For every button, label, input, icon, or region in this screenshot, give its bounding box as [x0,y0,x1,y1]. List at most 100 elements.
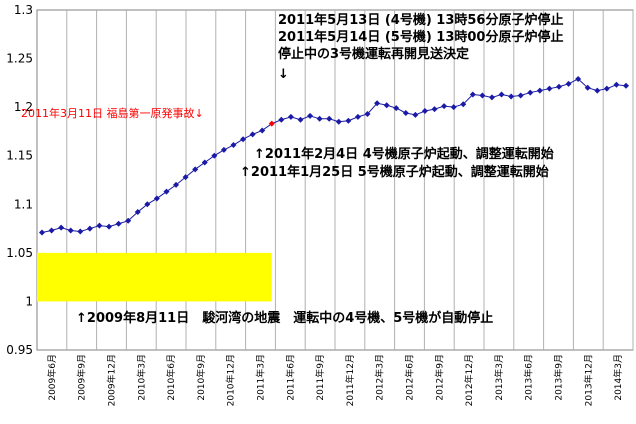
x-tick-label: 2012年9月 [433,354,445,401]
data-point [450,104,457,111]
x-tick-label: 2013年6月 [523,354,535,401]
x-tick-label: 2013年9月 [553,354,565,401]
data-point [469,91,476,98]
data-point [192,166,199,173]
x-tick-label: 2010年3月 [135,354,147,401]
data-point [125,217,132,224]
data-point [364,110,371,117]
data-point [613,81,620,88]
y-tick-label: 1.3 [14,3,33,17]
x-tick-label: 2013年12月 [582,354,594,406]
data-point [58,224,65,231]
x-tick-label: 2011年9月 [314,354,326,401]
x-tick-label: 2014年3月 [612,354,624,401]
data-point [220,146,227,153]
highlight-band [37,252,272,302]
annotation-accident: 2011年3月11日 福島第一原発事故↓ [21,106,204,120]
y-tick-label: 0.95 [6,343,33,357]
x-tick-label: 2011年3月 [255,354,267,401]
data-point [153,195,160,202]
data-point [259,127,266,134]
data-point [575,75,582,82]
data-point [335,118,342,125]
data-point [163,188,170,195]
data-point-highlight [268,120,275,127]
x-tick-label: 2010年9月 [195,354,207,401]
x-tick-label: 2009年9月 [76,354,88,401]
data-point [460,101,467,108]
data-point [144,201,151,208]
data-point [249,131,256,138]
data-point [354,113,361,120]
data-point [393,105,400,112]
data-point [278,116,285,123]
data-point [546,85,553,92]
annotation-unit5-stop: 2011年5月14日 (5号機) 13時00分原子炉停止 [278,29,563,45]
annotation-earthquake: ↑2009年8月11日 駿河湾の地震 運転中の4号機、5号機が自動停止 [76,310,493,326]
data-point [536,87,543,94]
x-tick-label: 2012年6月 [404,354,416,401]
x-tick-label: 2012年12月 [463,354,475,406]
x-tick-label: 2010年12月 [225,354,237,406]
data-point [565,80,572,87]
data-point [48,227,55,234]
annotation-unit3-decision: 停止中の3号機運転再開見送決定 [278,46,469,62]
data-point [211,152,218,159]
data-point [316,115,323,122]
data-point [173,181,180,188]
data-point [431,106,438,113]
annotation-unit4-stop: 2011年5月13日 (4号機) 13時56分原子炉停止 [278,12,563,28]
data-point [498,91,505,98]
x-tick-label: 2009年6月 [46,354,58,401]
data-point [402,109,409,116]
data-point [479,92,486,99]
x-tick-label: 2010年6月 [165,354,177,401]
x-tick-label: 2011年12月 [344,354,356,406]
data-point [441,103,448,110]
data-point [603,85,610,92]
data-point [584,84,591,91]
data-point [240,136,247,143]
data-point [517,92,524,99]
annotation-down-arrow: ↓ [278,67,289,82]
data-point [201,159,208,166]
data-point [527,89,534,96]
x-tick-label: 2009年12月 [106,354,118,406]
y-tick-label: 1.15 [6,149,33,163]
data-point [230,142,237,149]
data-point [412,111,419,118]
x-axis-ticks: 2009年6月 2009年9月 2009年12月 2010年3月 2010年6月 2010… [46,354,624,406]
data-point [594,87,601,94]
y-tick-label: 1.25 [6,52,33,66]
y-tick-label: 1 [25,294,33,308]
data-point [39,229,45,236]
data-point [488,94,495,101]
data-point [508,93,515,100]
x-tick-label: 2011年6月 [284,354,296,401]
data-point [67,227,74,234]
annotation-unit4-restart: ↑2011年2月4日 4号機原子炉起動、調整運転開始 [254,146,554,162]
data-point [77,228,84,235]
data-point [623,82,629,89]
data-point [86,225,93,232]
data-point [326,115,333,122]
data-point [555,83,562,90]
data-point [307,112,314,119]
x-tick-label: 2013年3月 [493,354,505,401]
data-point [182,174,189,181]
data-point [96,222,103,229]
y-tick-label: 1.05 [6,246,33,260]
data-point [134,209,141,216]
data-point [383,102,390,109]
data-point [421,108,428,115]
series [39,75,629,236]
data-point [106,223,113,230]
data-point [345,117,352,124]
data-point [297,116,304,123]
y-axis-ticks: 0.95 1 1.05 1.1 1.15 1.2 1.25 1.3 [6,3,33,357]
x-tick-label: 2012年3月 [374,354,386,401]
annotation-unit5-restart: ↑2011年1月25日 5号機原子炉起動、調整運転開始 [240,164,549,180]
y-tick-label: 1.1 [14,197,33,211]
y-tick-label: 1.2 [14,100,33,114]
